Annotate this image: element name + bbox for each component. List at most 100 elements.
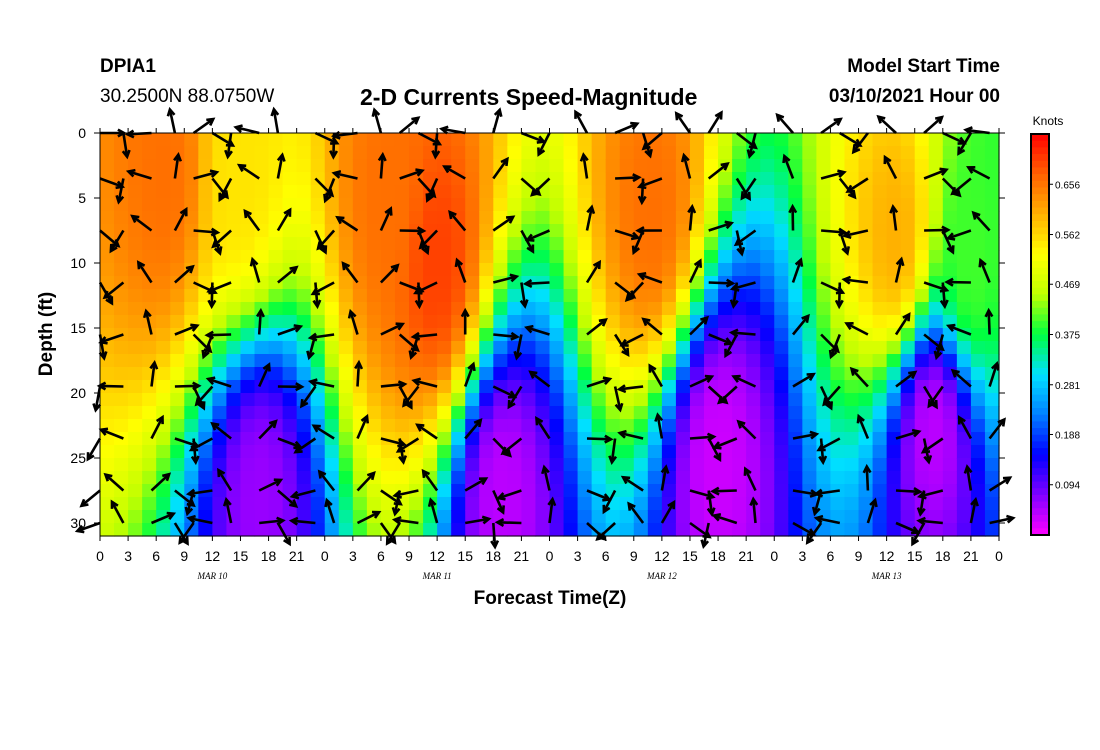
current-vector-head [984, 307, 994, 318]
colorbar-segment [1031, 421, 1049, 429]
heatmap-cell [212, 432, 228, 446]
heatmap-cell [858, 185, 874, 199]
heatmap-cell [942, 328, 958, 342]
heatmap-cell [156, 263, 171, 277]
heatmap-cell [914, 224, 930, 238]
current-vector-head [535, 415, 544, 426]
heatmap-cell [549, 263, 565, 277]
heatmap-cell [956, 237, 972, 251]
y-tick-label: 0 [78, 125, 86, 141]
heatmap-cell [577, 328, 593, 342]
heatmap-cell [338, 289, 354, 303]
current-vector [218, 177, 233, 201]
heatmap-cell [633, 354, 649, 368]
heatmap-cell [704, 133, 719, 147]
current-vector-head [460, 307, 470, 318]
heatmap-cell [170, 185, 185, 199]
current-vector [891, 206, 898, 231]
heatmap-cell [156, 380, 171, 394]
heatmap-cell [268, 315, 284, 329]
heatmap-cell [816, 380, 832, 394]
heatmap-cell [282, 289, 298, 303]
current-vector-head [716, 395, 727, 405]
colorbar-segment [1031, 321, 1049, 329]
heatmap-cell [254, 198, 270, 212]
current-vector-head [524, 233, 535, 242]
heatmap-cell [633, 211, 649, 225]
heatmap-cell [423, 406, 438, 420]
heatmap-cell [704, 146, 719, 160]
current-vector-head [255, 307, 265, 318]
heatmap-cell [647, 315, 663, 329]
heatmap-cell [310, 406, 326, 420]
current-vector-head [360, 413, 369, 424]
current-vector-head [211, 239, 221, 249]
current-vector-head [494, 518, 505, 528]
current-vector [895, 371, 916, 388]
heatmap-cell [465, 237, 480, 251]
current-vector-head [324, 497, 333, 508]
heatmap-cell [816, 302, 832, 316]
heatmap-cell [142, 146, 157, 160]
heatmap-cell [465, 185, 480, 199]
heatmap-cell [858, 445, 874, 459]
heatmap-cell [212, 354, 228, 368]
heatmap-cell [563, 445, 579, 459]
current-vector-head [911, 428, 922, 438]
current-vector [463, 363, 475, 387]
current-vector [100, 428, 124, 440]
colorbar-segment [1031, 414, 1049, 422]
heatmap-cell [816, 328, 832, 342]
heatmap-cell [128, 523, 143, 537]
heatmap-cell [549, 432, 565, 446]
x-axis-label: Forecast Time(Z) [474, 588, 627, 609]
current-vector-head [725, 278, 736, 288]
current-vector-head [354, 359, 364, 370]
heatmap-cell [872, 198, 888, 212]
current-vector [217, 469, 233, 492]
colorbar-segment [1031, 521, 1049, 529]
heatmap-cell [535, 302, 551, 316]
heatmap-cell [338, 510, 354, 524]
heatmap-cell [423, 367, 438, 381]
heatmap-cell [549, 302, 565, 316]
current-vector-head [390, 263, 400, 273]
heatmap-cell [914, 211, 930, 225]
heatmap-cell [802, 328, 817, 342]
heatmap-cell [114, 354, 129, 368]
heatmap-cell [451, 406, 466, 420]
heatmap-cell [507, 302, 523, 316]
heatmap-cell [577, 497, 593, 511]
heatmap-cell [366, 250, 382, 264]
heatmap-cell [746, 302, 761, 316]
current-vector-head [834, 299, 844, 310]
x-tick-label: 9 [630, 548, 638, 564]
heatmap-cell [605, 341, 621, 355]
heatmap-cell [296, 354, 312, 368]
heatmap-cell [142, 445, 157, 459]
current-vector [317, 229, 336, 250]
heatmap-cell [296, 250, 312, 264]
heatmap-cell [338, 159, 354, 173]
heatmap-cell [605, 523, 621, 537]
current-vector-head [448, 210, 457, 220]
heatmap-cell [704, 211, 719, 225]
x-tick-label: 21 [738, 548, 754, 564]
current-vector-head [398, 455, 408, 465]
current-vector-head [295, 382, 305, 392]
heatmap-cell [198, 497, 213, 511]
current-vector [621, 333, 644, 347]
heatmap-cell [577, 289, 593, 303]
heatmap-cell [493, 367, 508, 381]
heatmap-cell [128, 458, 143, 472]
current-vector-head [218, 192, 227, 203]
heatmap-cell [310, 185, 326, 199]
heatmap-cell [254, 432, 270, 446]
heatmap-cell [619, 250, 635, 264]
heatmap-cell [704, 250, 719, 264]
current-vector [349, 311, 359, 335]
heatmap-cell [198, 523, 213, 537]
heatmap-cell [928, 302, 944, 316]
x-tick-label: 0 [546, 548, 554, 564]
heatmap-cell [900, 419, 916, 433]
